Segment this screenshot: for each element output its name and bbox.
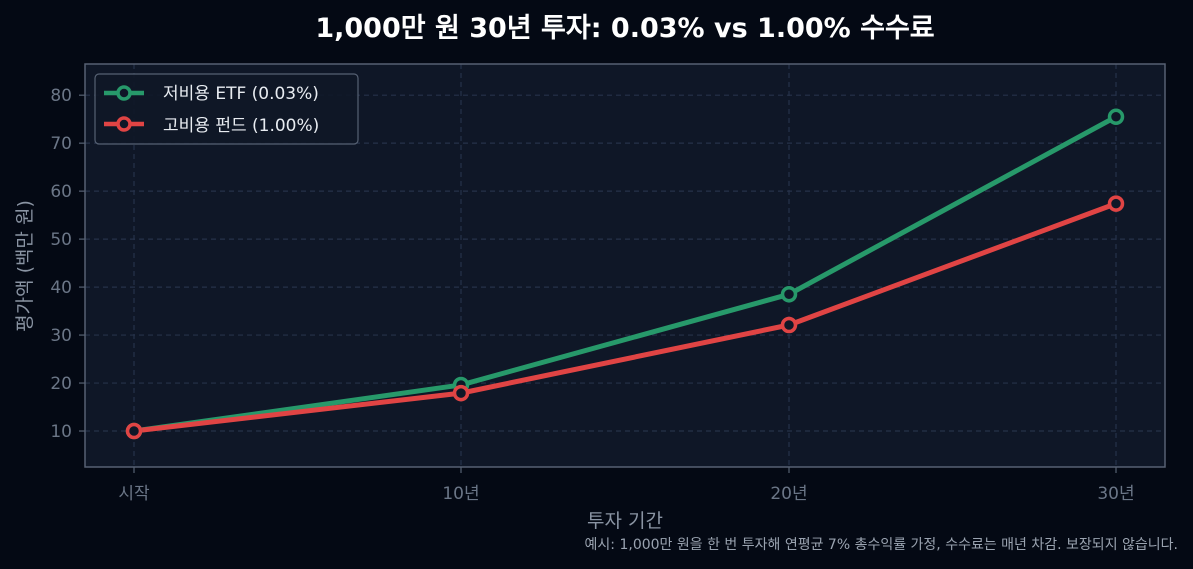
legend-label-low-cost: 저비용 ETF (0.03%) bbox=[163, 84, 319, 104]
series-group bbox=[125, 108, 1125, 440]
x-tick-label: 시작 bbox=[118, 484, 150, 504]
series-0-point bbox=[780, 286, 798, 303]
series-line-1 bbox=[131, 201, 1119, 434]
series-1-point bbox=[125, 422, 143, 440]
y-axis-label: 평가액 (백만 원) bbox=[14, 200, 36, 332]
legend-marker-high-cost bbox=[116, 116, 132, 132]
series-1-point bbox=[1107, 195, 1125, 212]
series-line-0 bbox=[131, 114, 1119, 434]
y-tick-label: 20 bbox=[50, 374, 72, 394]
x-tick-label: 30년 bbox=[1097, 484, 1134, 504]
x-tick-label: 20년 bbox=[770, 484, 807, 504]
y-tick-label: 80 bbox=[50, 86, 72, 106]
x-tick-label: 10년 bbox=[442, 484, 479, 504]
y-tick-label: 60 bbox=[50, 182, 72, 202]
x-axis-ticks: 시작 10년 20년 30년 bbox=[118, 467, 1135, 504]
footnote: 예시: 1,000만 원을 한 번 투자해 연평균 7% 총수익률 가정, 수수… bbox=[585, 537, 1178, 553]
chart-title: 1,000만 원 30년 투자: 0.03% vs 1.00% 수수료 bbox=[315, 13, 934, 44]
y-tick-label: 40 bbox=[50, 278, 72, 298]
series-1-point bbox=[452, 384, 470, 402]
legend-box bbox=[94, 73, 359, 145]
y-tick-label: 70 bbox=[50, 134, 72, 154]
y-tick-label: 30 bbox=[50, 326, 72, 346]
y-tick-label: 10 bbox=[50, 422, 72, 442]
y-axis-ticks: 10 20 30 40 50 60 70 80 bbox=[50, 86, 85, 442]
x-axis-label: 투자 기간 bbox=[587, 510, 663, 532]
series-0-point bbox=[1107, 108, 1125, 126]
series-1-point bbox=[780, 316, 798, 334]
plot-frame bbox=[84, 63, 1166, 468]
legend-marker-low-cost bbox=[116, 85, 132, 101]
legend: 저비용 ETF (0.03%) 고비용 펀드 (1.00%) bbox=[94, 73, 359, 145]
legend-label-high-cost: 고비용 펀드 (1.00%) bbox=[163, 116, 319, 136]
y-tick-label: 50 bbox=[50, 230, 72, 250]
